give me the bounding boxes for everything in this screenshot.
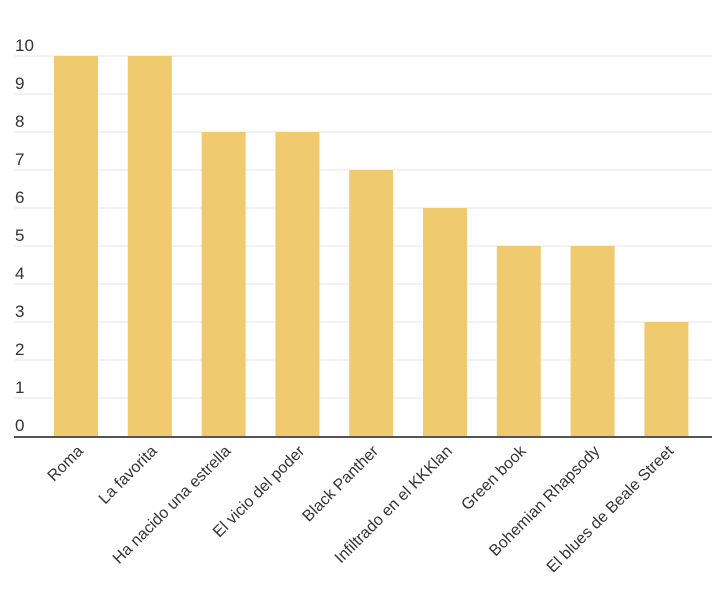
bar bbox=[423, 208, 467, 436]
x-tick-label: La favorita bbox=[96, 443, 161, 508]
x-tick-label: Ha nacido una estrella bbox=[110, 443, 235, 568]
y-tick-label: 7 bbox=[15, 150, 24, 169]
bar bbox=[349, 170, 394, 436]
y-tick-label: 4 bbox=[15, 264, 24, 283]
bar bbox=[201, 132, 246, 436]
y-tick-label: 10 bbox=[15, 36, 34, 55]
y-axis-ticks: 0 1 2 3 4 5 6 7 8 9 10 bbox=[15, 36, 34, 435]
x-tick-label: Black Panther bbox=[300, 442, 383, 525]
y-tick-label: 8 bbox=[15, 112, 24, 131]
bar bbox=[275, 132, 320, 436]
y-tick-label: 0 bbox=[15, 416, 24, 435]
bar bbox=[496, 246, 541, 436]
x-tick-label: El blues de Beale Street bbox=[544, 442, 678, 576]
y-tick-label: 6 bbox=[15, 188, 24, 207]
bar bbox=[127, 56, 172, 436]
y-tick-label: 2 bbox=[15, 340, 24, 359]
y-tick-label: 5 bbox=[15, 226, 24, 245]
bar bbox=[54, 56, 98, 436]
bars bbox=[54, 56, 689, 436]
y-tick-label: 9 bbox=[15, 74, 24, 93]
bar bbox=[644, 322, 689, 436]
bar bbox=[570, 246, 615, 436]
x-tick-label: Green book bbox=[458, 442, 530, 514]
x-tick-label: Roma bbox=[45, 443, 87, 485]
y-tick-label: 1 bbox=[15, 378, 24, 397]
y-tick-label: 3 bbox=[15, 302, 24, 321]
